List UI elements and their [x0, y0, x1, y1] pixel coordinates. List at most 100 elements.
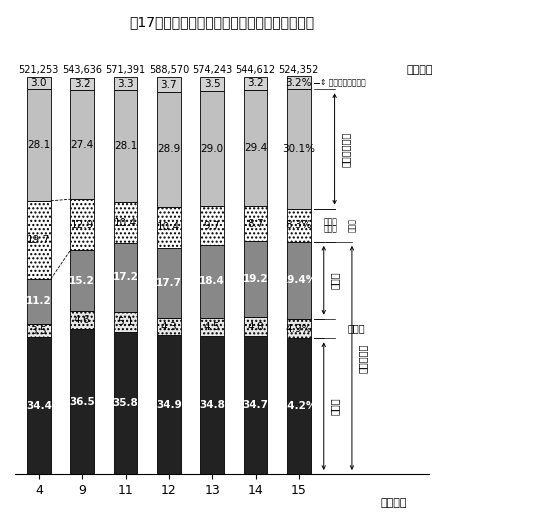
Bar — [70, 311, 94, 329]
Text: 34.4: 34.4 — [26, 401, 52, 411]
Bar — [157, 248, 181, 318]
Text: 8.3%: 8.3% — [286, 220, 312, 230]
Bar — [70, 251, 94, 311]
Title: 第17図　一般財源充当額の性質別構成比の推移: 第17図 一般財源充当額の性質別構成比の推移 — [129, 15, 315, 29]
Bar — [114, 332, 137, 474]
Text: 扶助費: 扶助費 — [348, 324, 365, 333]
Bar — [70, 90, 94, 199]
Text: 34.7: 34.7 — [242, 400, 268, 410]
Text: 35.8: 35.8 — [113, 398, 138, 408]
Text: 4.9%: 4.9% — [286, 324, 312, 333]
Text: 3.5: 3.5 — [31, 326, 47, 336]
Text: 574,243: 574,243 — [192, 65, 232, 75]
Text: 人件費: 人件費 — [329, 398, 339, 415]
Text: 4.3: 4.3 — [161, 322, 177, 332]
Text: 経費・: 経費・ — [348, 218, 357, 232]
Bar — [114, 243, 137, 312]
Bar — [244, 241, 268, 317]
Bar — [244, 90, 268, 206]
Bar — [287, 89, 311, 209]
Text: 19.4%: 19.4% — [281, 275, 317, 285]
Bar — [287, 338, 311, 474]
Text: 10.4: 10.4 — [114, 218, 137, 228]
Bar — [157, 336, 181, 474]
Bar — [200, 91, 224, 206]
Bar — [27, 324, 51, 338]
Text: 10.4: 10.4 — [157, 222, 180, 232]
Text: 19.7: 19.7 — [27, 235, 50, 245]
Text: 34.8: 34.8 — [199, 400, 225, 410]
Text: （億円）: （億円） — [407, 65, 433, 75]
Text: 4.8: 4.8 — [247, 322, 264, 332]
Bar — [157, 207, 181, 248]
Bar — [27, 279, 51, 324]
Text: ⇕ 对年度への繰越額: ⇕ 对年度への繰越額 — [320, 78, 366, 88]
Text: 11.2: 11.2 — [26, 296, 52, 306]
Text: 3.0: 3.0 — [31, 78, 47, 88]
Bar — [200, 77, 224, 91]
Bar — [200, 336, 224, 474]
Text: 4.6: 4.6 — [74, 315, 91, 325]
Bar — [27, 201, 51, 279]
Text: 28.9: 28.9 — [157, 144, 180, 154]
Bar — [200, 245, 224, 318]
Text: 義務的経費: 義務的経費 — [357, 343, 367, 373]
Bar — [287, 77, 311, 89]
Bar — [114, 90, 137, 202]
Bar — [287, 319, 311, 338]
Text: 3.3: 3.3 — [117, 79, 134, 89]
Bar — [244, 317, 268, 336]
Text: 18.4: 18.4 — [199, 277, 225, 287]
Bar — [70, 78, 94, 90]
Bar — [200, 318, 224, 336]
Text: （年度）: （年度） — [381, 498, 408, 508]
Text: 34.9: 34.9 — [156, 400, 181, 410]
Text: 588,570: 588,570 — [149, 65, 189, 75]
Text: その他の経費: その他の経費 — [340, 131, 350, 167]
Text: 19.2: 19.2 — [242, 274, 268, 284]
Text: 524,352: 524,352 — [279, 65, 319, 75]
Text: 17.2: 17.2 — [113, 272, 138, 282]
Text: 9.7: 9.7 — [204, 220, 221, 231]
Text: 28.1: 28.1 — [27, 140, 50, 150]
Bar — [114, 312, 137, 332]
Bar — [287, 242, 311, 319]
Text: 521,253: 521,253 — [18, 65, 59, 75]
Text: 29.0: 29.0 — [200, 144, 224, 154]
Bar — [244, 336, 268, 474]
Text: 36.5: 36.5 — [69, 396, 95, 406]
Text: 3.2: 3.2 — [74, 79, 91, 89]
Bar — [200, 206, 224, 245]
Bar — [114, 77, 137, 90]
Text: 3.2: 3.2 — [247, 78, 264, 88]
Text: 3.5: 3.5 — [204, 79, 221, 89]
Text: 544,612: 544,612 — [235, 65, 276, 75]
Text: 3.2%: 3.2% — [286, 78, 312, 88]
Text: 4.5: 4.5 — [204, 322, 221, 332]
Text: 5.1: 5.1 — [117, 317, 134, 327]
Text: 17.7: 17.7 — [156, 278, 182, 288]
Bar — [287, 209, 311, 242]
Text: 投資的: 投資的 — [324, 218, 338, 227]
Text: 15.2: 15.2 — [69, 276, 95, 286]
Text: 12.9: 12.9 — [71, 220, 94, 230]
Text: 27.4: 27.4 — [71, 140, 94, 150]
Bar — [157, 92, 181, 207]
Text: 公債費: 公債費 — [329, 271, 339, 289]
Bar — [157, 318, 181, 336]
Bar — [70, 329, 94, 474]
Bar — [70, 199, 94, 251]
Text: 571,391: 571,391 — [105, 65, 146, 75]
Text: 3.7: 3.7 — [161, 80, 177, 90]
Bar — [244, 206, 268, 241]
Text: 30.1%: 30.1% — [282, 144, 315, 154]
Bar — [27, 338, 51, 474]
Bar — [27, 77, 51, 89]
Bar — [27, 89, 51, 201]
Text: 543,636: 543,636 — [62, 65, 102, 75]
Bar — [114, 202, 137, 243]
Text: 29.4: 29.4 — [244, 143, 267, 153]
Text: 34.2%: 34.2% — [281, 401, 317, 411]
Text: 28.1: 28.1 — [114, 141, 137, 151]
Bar — [157, 77, 181, 92]
